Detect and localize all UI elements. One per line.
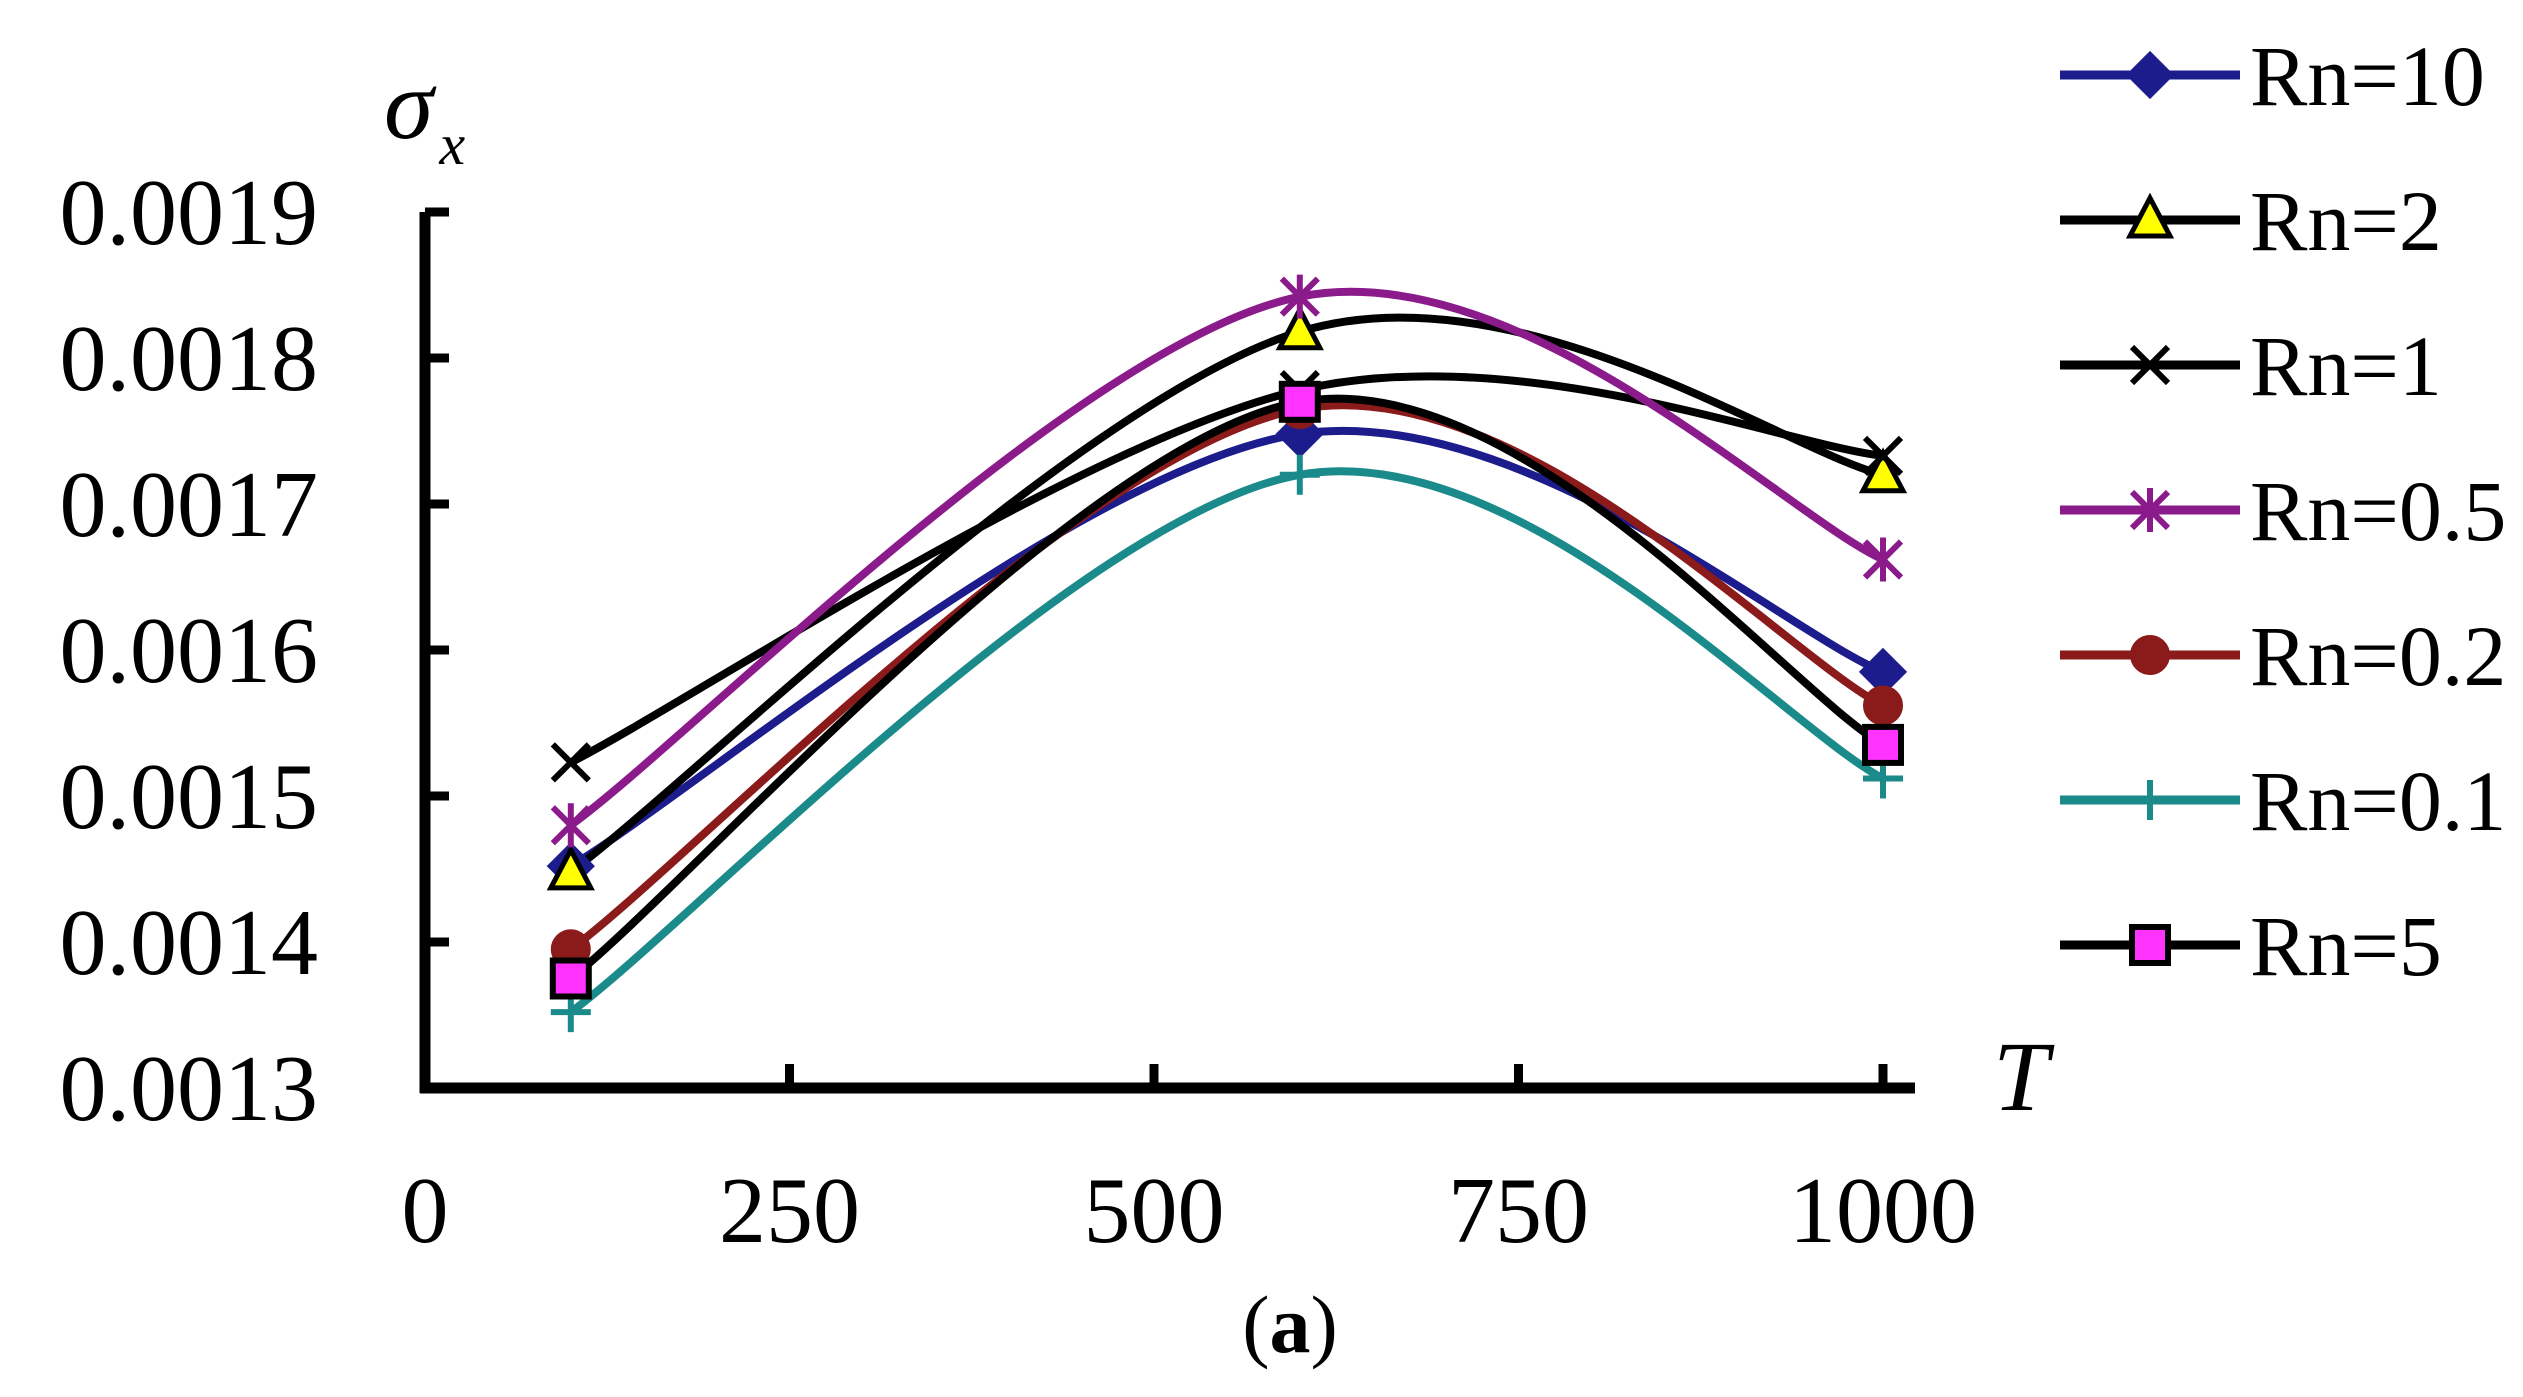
data-point-star — [1279, 274, 1320, 319]
data-point-star — [2129, 488, 2171, 532]
legend-item: Rn=5 — [2060, 898, 2442, 994]
data-point-square — [2129, 924, 2171, 966]
y-tick-label: 0.0017 — [60, 453, 319, 557]
x-tick-label: 0 — [402, 1159, 449, 1263]
legend-item: Rn=0.5 — [2060, 463, 2506, 559]
y-tick-label: 0.0016 — [60, 599, 319, 703]
data-point-circle — [1863, 685, 1903, 726]
legend-label: Rn=0.5 — [2250, 463, 2506, 559]
legend-label: Rn=10 — [2250, 28, 2485, 124]
series-line — [568, 467, 1885, 1016]
y-tick-label: 0.0014 — [60, 891, 319, 995]
series-line — [568, 401, 1885, 953]
markers-layer — [546, 274, 1908, 1033]
data-point-x — [2129, 344, 2171, 386]
y-tick-label: 0.0018 — [60, 307, 319, 411]
legend-label: Rn=0.1 — [2250, 753, 2506, 849]
legend-item: Rn=0.1 — [2060, 753, 2506, 849]
y-axis-subscript: x — [438, 112, 465, 177]
data-point-triangle — [1275, 304, 1324, 351]
legend-label: Rn=5 — [2250, 898, 2442, 994]
data-point-plus — [2130, 780, 2170, 820]
legend: Rn=10 Rn=2 Rn=1 Rn=0.5 Rn=0.2 Rn=0.1 Rn=5 — [2060, 28, 2506, 994]
data-point-triangle — [1858, 447, 1908, 494]
data-point-star — [550, 803, 591, 848]
legend-item: Rn=0.2 — [2060, 608, 2506, 704]
y-tick-label: 0.0019 — [60, 161, 319, 265]
data-point-square — [1278, 380, 1321, 423]
data-point-triangle — [546, 844, 595, 891]
x-tick-label: 250 — [719, 1159, 860, 1263]
figure-caption: (a) — [1242, 1279, 1338, 1370]
data-point-plus — [1279, 454, 1320, 495]
x-axis-title: T — [1993, 1021, 2055, 1132]
data-point-x — [1862, 435, 1904, 476]
legend-item: Rn=10 — [2060, 28, 2485, 124]
series-line — [568, 287, 1885, 829]
y-tick-label: 0.0013 — [60, 1037, 319, 1141]
legend-item: Rn=2 — [2060, 173, 2442, 269]
data-point-diamond — [2125, 50, 2175, 100]
x-tick-label: 750 — [1448, 1159, 1589, 1263]
data-point-square — [1862, 723, 1904, 766]
ticks-layer — [420, 207, 1888, 1093]
series-layer — [568, 287, 1886, 1016]
x-tick-label: 500 — [1084, 1159, 1225, 1263]
y-tick-label: 0.0015 — [60, 745, 319, 849]
x-tick-label: 1000 — [1789, 1159, 1977, 1263]
legend-label: Rn=2 — [2250, 173, 2442, 269]
legend-label: Rn=0.2 — [2250, 608, 2506, 704]
data-point-star — [1862, 537, 1904, 582]
series-line — [568, 394, 1886, 982]
series-line — [568, 313, 1884, 876]
data-point-triangle — [2125, 192, 2175, 239]
axes-layer — [419, 212, 1915, 1094]
data-point-circle — [2130, 635, 2170, 675]
series-line — [568, 372, 1884, 766]
data-point-x — [550, 742, 591, 783]
data-point-square — [549, 957, 592, 1000]
legend-label: Rn=1 — [2250, 318, 2442, 414]
legend-item: Rn=1 — [2060, 318, 2442, 414]
